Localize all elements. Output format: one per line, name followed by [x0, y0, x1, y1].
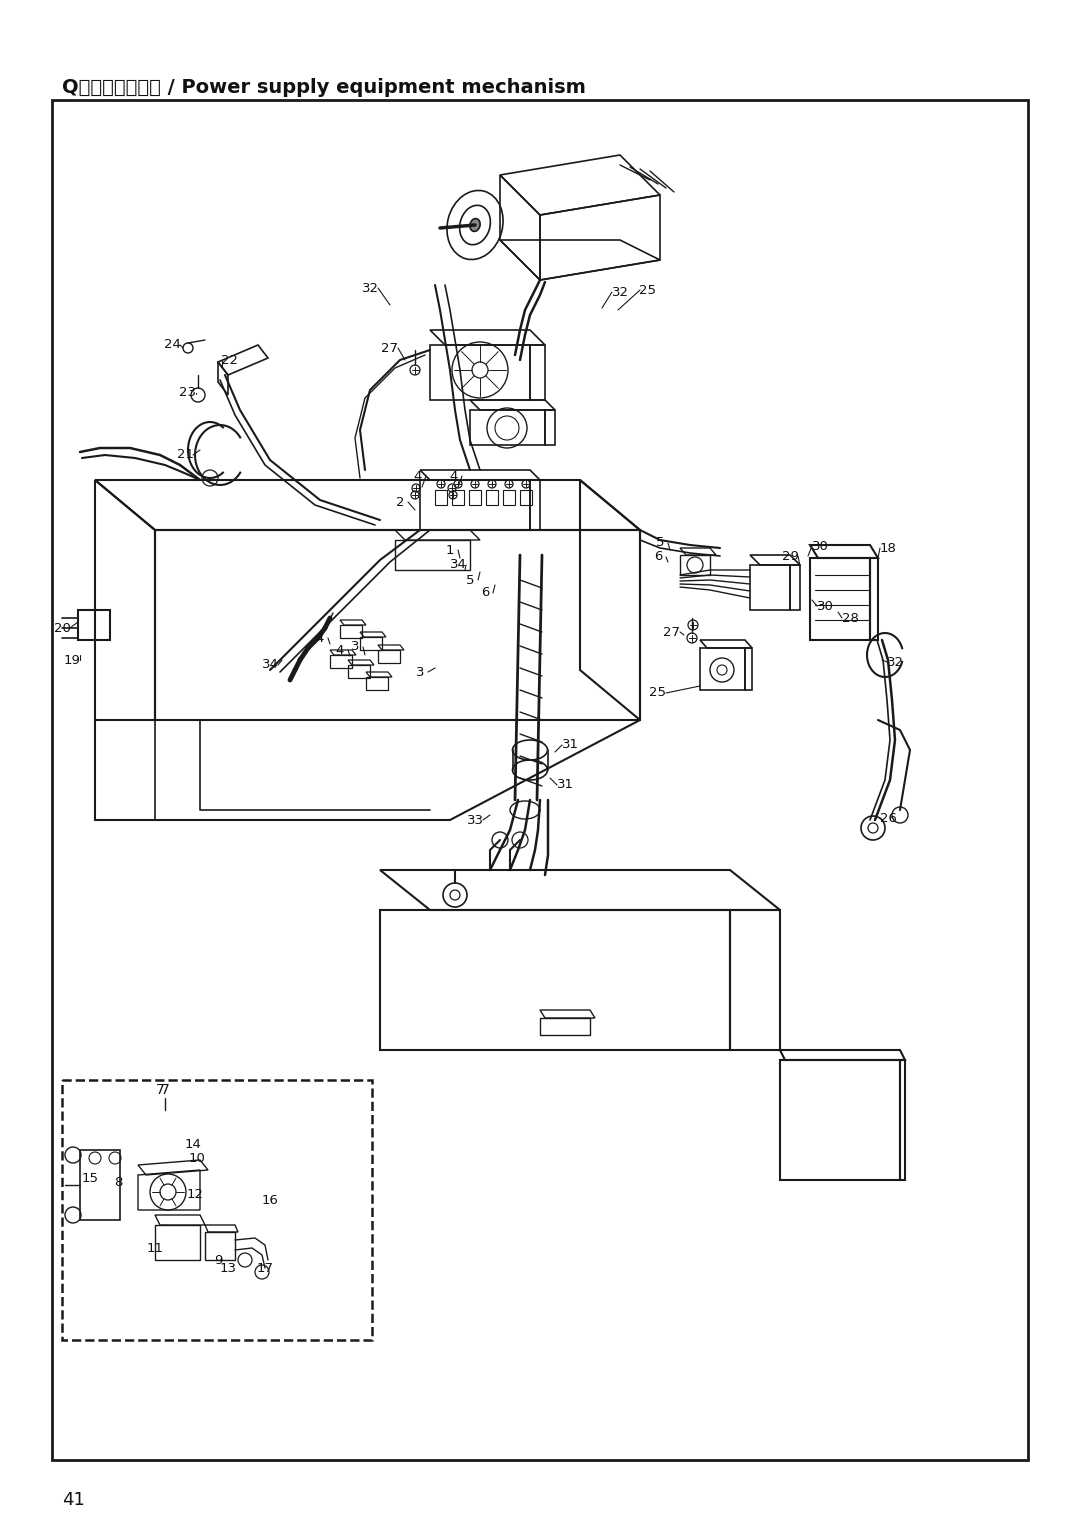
Text: 15: 15	[81, 1172, 98, 1184]
Text: 14: 14	[185, 1138, 202, 1152]
Text: 27: 27	[663, 626, 680, 638]
Text: 34: 34	[449, 558, 467, 572]
Text: 32: 32	[611, 285, 629, 299]
Ellipse shape	[470, 218, 481, 232]
Text: 12: 12	[187, 1189, 203, 1201]
Text: 6: 6	[481, 586, 489, 600]
Text: 31: 31	[556, 778, 573, 792]
Text: 9: 9	[214, 1253, 222, 1267]
Text: 16: 16	[261, 1193, 279, 1207]
Bar	[52, 100, 1028, 1460]
Bar	[486, 489, 498, 505]
Text: 22: 22	[221, 353, 239, 367]
Bar	[453, 489, 464, 505]
Text: 5: 5	[465, 574, 474, 586]
Text: 25: 25	[639, 284, 657, 296]
Text: Q．电气部品装置 / Power supply equipment mechanism: Q．电气部品装置 / Power supply equipment mechan…	[62, 78, 585, 97]
Text: 3: 3	[351, 641, 360, 653]
Text: 3: 3	[416, 666, 424, 678]
Bar	[519, 489, 532, 505]
Text: 29: 29	[782, 549, 798, 563]
Text: 26: 26	[879, 811, 896, 824]
Text: 27: 27	[381, 342, 399, 354]
Text: 4: 4	[315, 632, 324, 644]
Text: 24: 24	[163, 339, 180, 351]
Text: 1: 1	[446, 543, 455, 557]
Text: 18: 18	[879, 542, 896, 554]
Text: 32: 32	[887, 655, 904, 669]
Text: 17: 17	[257, 1261, 273, 1275]
Text: 20: 20	[54, 621, 70, 635]
Text: 32: 32	[362, 282, 378, 295]
Text: 23: 23	[179, 387, 197, 399]
Text: 41: 41	[62, 1491, 85, 1509]
Text: 8: 8	[113, 1175, 122, 1189]
Text: 30: 30	[816, 600, 834, 612]
Text: 28: 28	[841, 612, 859, 624]
Text: 4: 4	[414, 469, 422, 483]
Text: 4: 4	[336, 643, 345, 657]
Text: 25: 25	[649, 687, 666, 700]
Text: 10: 10	[189, 1152, 205, 1164]
Bar	[469, 489, 481, 505]
Text: 30: 30	[811, 540, 828, 552]
Text: 31: 31	[562, 738, 579, 752]
Text: 2: 2	[395, 495, 404, 508]
Text: 11: 11	[147, 1241, 163, 1255]
Bar	[435, 489, 447, 505]
Text: 19: 19	[64, 653, 80, 666]
Text: 33: 33	[467, 813, 484, 827]
Text: 4: 4	[449, 469, 458, 483]
Text: 7: 7	[156, 1083, 164, 1097]
Text: 34: 34	[261, 658, 279, 672]
Text: 13: 13	[219, 1261, 237, 1275]
Text: 7: 7	[161, 1083, 170, 1097]
Text: 6: 6	[653, 551, 662, 563]
Text: 5: 5	[656, 537, 664, 549]
Bar	[503, 489, 515, 505]
Text: 21: 21	[176, 448, 193, 462]
